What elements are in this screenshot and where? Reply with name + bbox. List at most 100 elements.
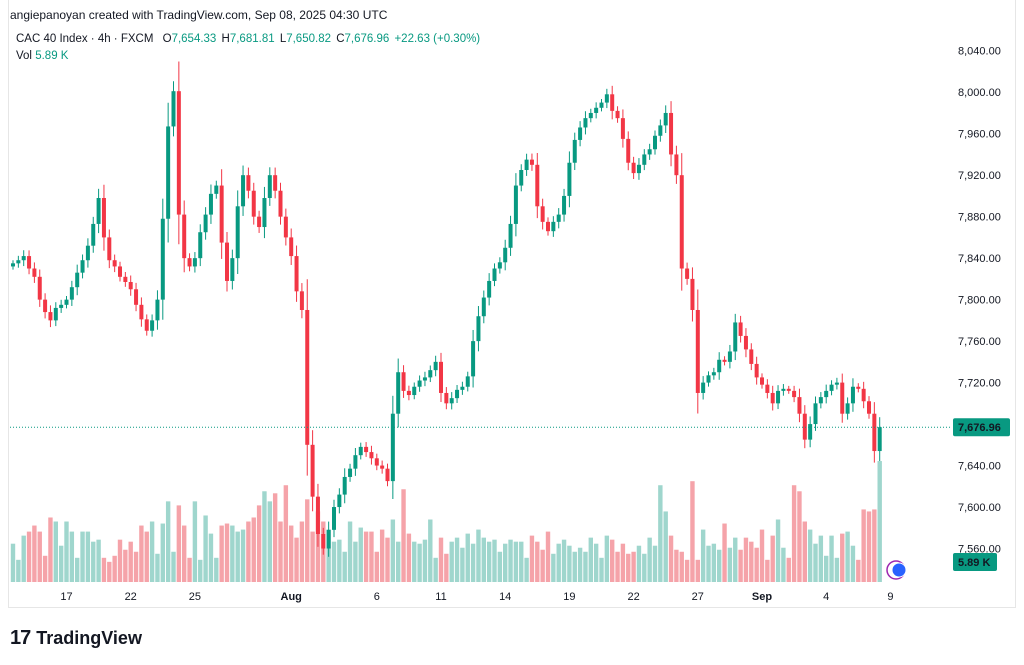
volume-bar	[765, 559, 770, 582]
volume-bar	[593, 543, 599, 582]
volume-bar	[347, 521, 353, 582]
candle-body	[428, 370, 433, 378]
candle-body	[727, 351, 732, 362]
tradingview-logo[interactable]: 17 TradingView	[10, 627, 142, 649]
candle-body	[16, 260, 21, 264]
price-axis[interactable]: 8,040.00 8,000.00 7,960.00 7,920.00 7,880.00…	[958, 46, 1001, 556]
candle-body	[241, 175, 246, 207]
volume-bar	[176, 505, 182, 582]
candle-body	[503, 247, 508, 263]
candle-body	[144, 319, 149, 331]
candle-body	[358, 446, 363, 456]
volume-bar	[813, 543, 818, 582]
volume-bar	[53, 521, 58, 582]
candle-body	[412, 386, 417, 396]
volume-bar	[503, 543, 508, 582]
volume-bar	[64, 521, 69, 582]
candle-body	[369, 452, 374, 459]
candle-body	[208, 193, 213, 215]
candle-body	[262, 198, 267, 228]
volume-bar	[396, 541, 401, 582]
candle-body	[636, 164, 641, 174]
symbol-label[interactable]: CAC 40 Index · 4h · FXCM	[16, 33, 154, 45]
volume-bar	[305, 499, 310, 582]
candle-body	[653, 135, 657, 150]
last-price-tag: 7,676.96	[953, 418, 1010, 437]
candle-body	[123, 276, 128, 282]
volume-bar	[48, 517, 53, 582]
volume-bar	[224, 523, 230, 582]
volume-bar	[513, 541, 519, 582]
candle-body	[829, 384, 834, 391]
volume-bar	[256, 505, 262, 582]
volume-bar	[749, 541, 754, 582]
volume-legend: Vol 5.89 K	[16, 50, 68, 62]
volume-bar	[754, 547, 759, 582]
volume-bar	[663, 511, 668, 582]
candle-body	[626, 138, 631, 163]
time-tick-label: 14	[499, 591, 511, 603]
volume-bar	[759, 529, 765, 582]
volume-bar	[545, 531, 551, 582]
volume-bar	[160, 523, 165, 582]
candle-body	[786, 388, 791, 391]
candle-body	[481, 297, 486, 317]
time-tick-label: 9	[887, 591, 893, 603]
volume-bar	[840, 533, 845, 582]
volume-bar	[690, 481, 695, 582]
low-label: L	[279, 33, 287, 45]
volume-bar	[112, 555, 117, 582]
volume-bar	[679, 551, 684, 582]
time-axis[interactable]: 17 22 25 Aug 6 11 14 19 22 27 Sep 4 9	[60, 591, 893, 603]
candle-body	[439, 361, 443, 393]
candle-body	[337, 494, 342, 508]
candle-body	[497, 262, 502, 269]
price-tick-label: 7,840.00	[958, 253, 1001, 265]
tradingview-logo-text: TradingView	[36, 627, 142, 648]
volume-bar	[299, 521, 305, 582]
time-tick-label: Sep	[752, 591, 772, 603]
volume-bar	[508, 539, 513, 582]
candle-body	[21, 256, 26, 261]
volume-bar	[786, 557, 791, 582]
candle-body	[310, 444, 315, 497]
candle-body	[679, 175, 684, 269]
volume-bar	[647, 537, 652, 582]
candle-body	[155, 299, 160, 321]
volume-bar	[770, 535, 775, 582]
candle-body	[546, 221, 550, 232]
candlestick-chart[interactable]: 8,040.00 8,000.00 7,960.00 7,920.00 7,880.00…	[0, 0, 1024, 608]
candle-body	[390, 413, 395, 482]
time-tick-label: 22	[125, 591, 137, 603]
volume-bar	[577, 547, 583, 582]
volume-bar	[198, 559, 203, 582]
volume-bar	[144, 531, 149, 582]
volume-bar	[700, 529, 706, 582]
volume-label[interactable]: Vol	[16, 50, 32, 62]
volume-bar	[369, 531, 374, 582]
volume-bar	[818, 535, 824, 582]
candle-body	[101, 198, 106, 238]
candle-body	[348, 468, 353, 477]
volume-bar	[85, 531, 91, 582]
candle-body	[278, 190, 283, 217]
candle-body	[385, 468, 390, 482]
candle-body	[465, 376, 470, 387]
volume-bar	[481, 537, 486, 582]
candle-body	[599, 102, 604, 108]
candle-body	[572, 139, 577, 163]
candle-body	[85, 245, 90, 261]
candle-body	[460, 386, 465, 390]
chart-credit: angiepanoyan created with TradingView.co…	[10, 8, 388, 22]
candle-body	[107, 237, 112, 261]
candle-body	[808, 424, 813, 440]
candle-body	[230, 258, 235, 281]
price-tick-label: 7,800.00	[958, 295, 1001, 307]
volume-bar	[551, 553, 556, 582]
volume-bar	[10, 543, 16, 582]
candle-body	[856, 386, 861, 389]
candle-body	[583, 118, 588, 128]
volume-bar	[626, 553, 631, 582]
last-price-tag-bg	[953, 418, 1010, 437]
replay-icon[interactable]	[886, 560, 907, 580]
